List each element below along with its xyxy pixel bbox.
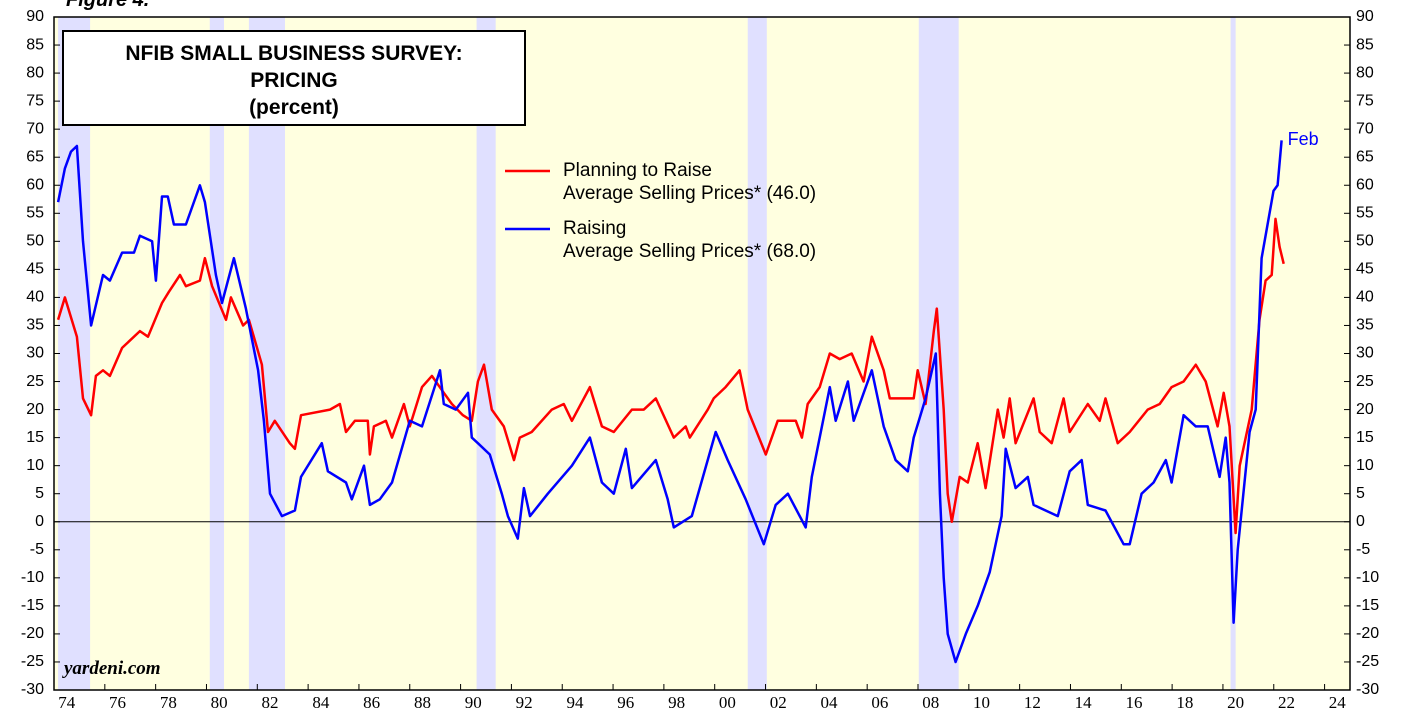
plot-frame bbox=[53, 16, 1351, 691]
y-tick-label: 25 bbox=[26, 373, 44, 390]
y-tick-label: 45 bbox=[26, 261, 44, 278]
y-tick-label: -5 bbox=[30, 541, 44, 558]
x-tick-label: 96 bbox=[617, 693, 634, 712]
end-label: Feb bbox=[1287, 129, 1319, 150]
x-tick-label: 88 bbox=[414, 693, 431, 712]
y-tick-label: 90 bbox=[26, 8, 44, 25]
x-tick-label: 08 bbox=[922, 693, 939, 712]
y-tick-label: -30 bbox=[21, 681, 44, 698]
x-tick-label: 86 bbox=[363, 693, 380, 712]
y-tick-label: 30 bbox=[26, 345, 44, 362]
x-tick-label: 94 bbox=[566, 693, 584, 712]
x-tick-label: 22 bbox=[1278, 693, 1295, 712]
y2-tick-label: 75 bbox=[1356, 92, 1374, 109]
x-tick-label: 82 bbox=[262, 693, 279, 712]
source: yardeni.com bbox=[64, 658, 161, 679]
y-tick-label: 20 bbox=[26, 401, 44, 418]
y2-tick-label: -20 bbox=[1356, 625, 1379, 642]
x-tick-label: 12 bbox=[1024, 693, 1041, 712]
y2-tick-label: 85 bbox=[1356, 36, 1374, 53]
y-tick-label: 65 bbox=[26, 148, 44, 165]
x-tick-label: 84 bbox=[312, 693, 330, 712]
y-tick-label: 35 bbox=[26, 317, 44, 334]
x-tick-label: 02 bbox=[770, 693, 787, 712]
shaded-period bbox=[58, 17, 91, 690]
x-tick-label: 98 bbox=[668, 693, 685, 712]
chart-title: NFIB SMALL BUSINESS SURVEY: PRICING (per… bbox=[62, 30, 526, 126]
y-tick-label: 85 bbox=[26, 36, 44, 53]
y2-tick-label: 35 bbox=[1356, 317, 1374, 334]
y2-tick-label: 60 bbox=[1356, 176, 1374, 193]
y-tick-label: -20 bbox=[21, 625, 44, 642]
series-line bbox=[56, 140, 1283, 664]
x-tick-label: 10 bbox=[973, 693, 990, 712]
y-tick-label: 75 bbox=[26, 92, 44, 109]
figure-label: Figure 4. bbox=[66, 0, 150, 11]
y-tick-label: 5 bbox=[35, 485, 44, 502]
shaded-period bbox=[1230, 17, 1236, 690]
x-tick-label: 14 bbox=[1075, 693, 1093, 712]
x-tick-label: 74 bbox=[58, 693, 76, 712]
y-tick-label: 0 bbox=[35, 513, 44, 530]
x-tick-label: 00 bbox=[719, 693, 736, 712]
x-tick-label: 04 bbox=[821, 693, 839, 712]
x-tick-label: 90 bbox=[465, 693, 482, 712]
y2-tick-label: 40 bbox=[1356, 289, 1374, 306]
y2-tick-label: -5 bbox=[1356, 541, 1370, 558]
y2-tick-label: 90 bbox=[1356, 8, 1374, 25]
y-tick-label: 50 bbox=[26, 233, 44, 250]
y2-tick-label: -10 bbox=[1356, 569, 1379, 586]
y2-tick-label: 65 bbox=[1356, 148, 1374, 165]
x-tick-label: 78 bbox=[160, 693, 177, 712]
y2-tick-label: 0 bbox=[1356, 513, 1365, 530]
shaded-period bbox=[747, 17, 767, 690]
y2-tick-label: 10 bbox=[1356, 457, 1374, 474]
x-tick-label: 76 bbox=[109, 693, 126, 712]
x-tick-label: 18 bbox=[1176, 693, 1193, 712]
y2-tick-label: 45 bbox=[1356, 261, 1374, 278]
y2-tick-label: 50 bbox=[1356, 233, 1374, 250]
x-tick-label: 24 bbox=[1329, 693, 1347, 712]
x-tick-label: 92 bbox=[516, 693, 533, 712]
y2-tick-label: 25 bbox=[1356, 373, 1374, 390]
y2-tick-label: -25 bbox=[1356, 653, 1379, 670]
y-tick-label: 60 bbox=[26, 176, 44, 193]
y2-tick-label: 55 bbox=[1356, 205, 1374, 222]
y2-tick-label: 20 bbox=[1356, 401, 1374, 418]
y-tick-label: 40 bbox=[26, 289, 44, 306]
x-tick-label: 20 bbox=[1227, 693, 1244, 712]
y-tick-label: -25 bbox=[21, 653, 44, 670]
y-tick-label: 15 bbox=[26, 429, 44, 446]
y-tick-label: 80 bbox=[26, 64, 44, 81]
y-tick-label: 55 bbox=[26, 205, 44, 222]
x-tick-label: 16 bbox=[1126, 693, 1143, 712]
legend-label: Planning to Raise Average Selling Prices… bbox=[563, 160, 817, 204]
y-tick-label: -15 bbox=[21, 597, 44, 614]
y2-tick-label: 5 bbox=[1356, 485, 1365, 502]
y-tick-label: -10 bbox=[21, 569, 44, 586]
y2-tick-label: 30 bbox=[1356, 345, 1374, 362]
y2-tick-label: 15 bbox=[1356, 429, 1374, 446]
legend-label: Raising Average Selling Prices* (68.0) bbox=[563, 218, 817, 262]
y-tick-label: 70 bbox=[26, 120, 44, 137]
y2-tick-label: -15 bbox=[1356, 597, 1379, 614]
y-tick-label: 10 bbox=[26, 457, 44, 474]
x-tick-label: 80 bbox=[211, 693, 228, 712]
y2-tick-label: -30 bbox=[1356, 681, 1379, 698]
x-tick-label: 06 bbox=[871, 693, 888, 712]
y2-tick-label: 70 bbox=[1356, 120, 1374, 137]
y2-tick-label: 80 bbox=[1356, 64, 1374, 81]
